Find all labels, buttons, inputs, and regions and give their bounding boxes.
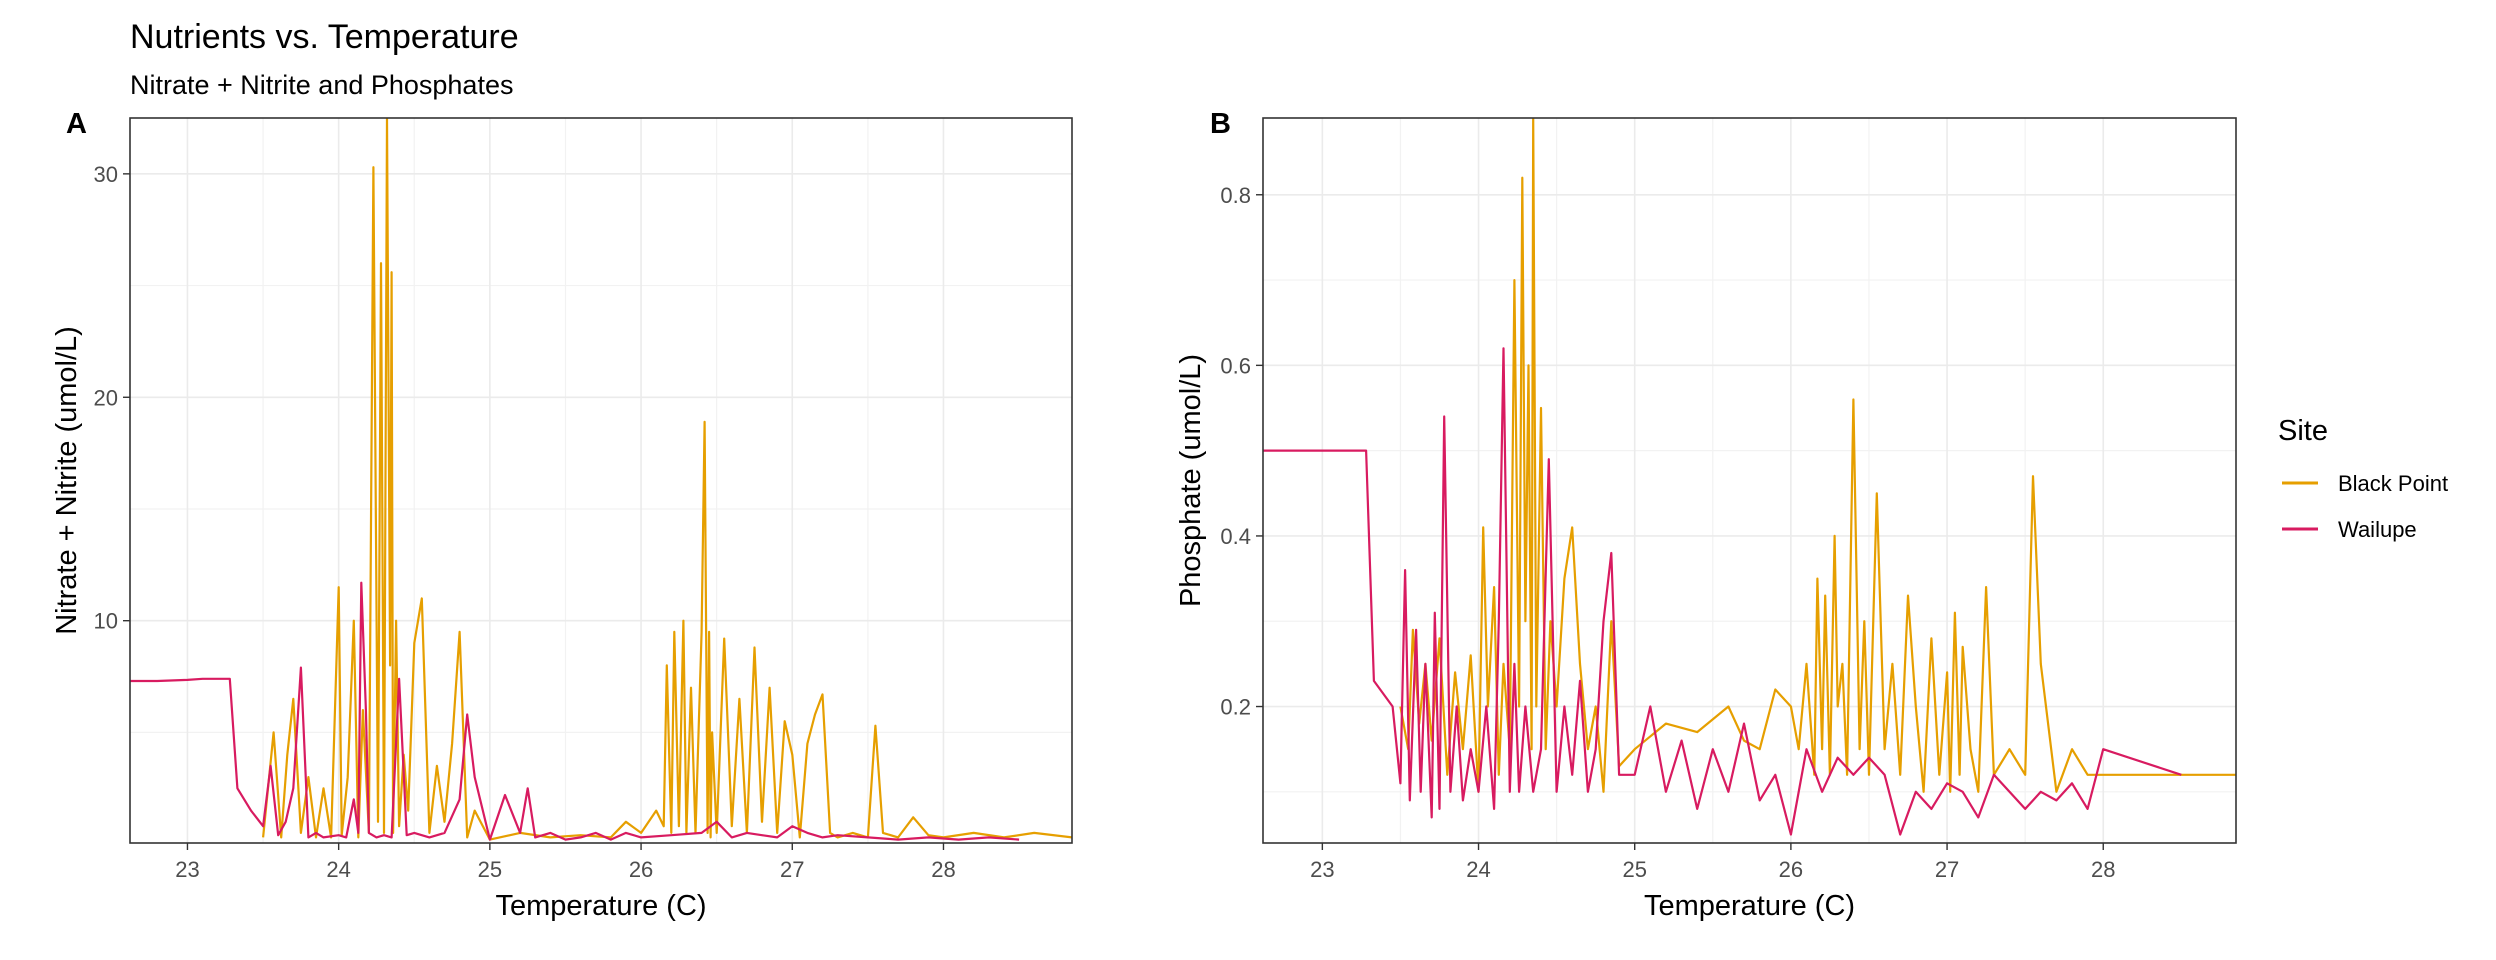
panel-b-series-wailupe <box>1263 347 2182 836</box>
panel-b-x-tick-label: 24 <box>1466 857 1490 882</box>
panel-a-series-wailupe <box>130 581 1020 841</box>
panel-a-x-tick-label: 28 <box>931 857 955 882</box>
panel-b-tag: B <box>1210 108 1231 140</box>
legend-label-black-point: Black Point <box>2338 471 2448 496</box>
panel-b: 23 24 25 26 27 28 0.2 0.4 0.6 0.8 Temperature (C) P… <box>1175 108 2237 922</box>
panel-a-y-tick-label: 30 <box>94 162 118 187</box>
panel-b-x-tick-label: 23 <box>1310 857 1334 882</box>
panel-b-x-tick-label: 28 <box>2091 857 2115 882</box>
panel-b-x-tick-label: 27 <box>1935 857 1959 882</box>
panel-b-y-tick-label: 0.2 <box>1220 695 1251 720</box>
panel-a-x-tick-label: 27 <box>780 857 804 882</box>
panel-b-y-tick-label: 0.6 <box>1220 353 1251 378</box>
legend-title: Site <box>2278 415 2328 447</box>
panel-a-y-tick-label: 10 <box>94 609 118 634</box>
panel-b-y-axis-title: Phosphate (umol/L) <box>1175 354 1207 607</box>
panel-b-y-tick-label: 0.8 <box>1220 183 1251 208</box>
figure-subtitle: Nitrate + Nitrite and Phosphates <box>130 70 514 100</box>
panel-b-border <box>1262 117 2237 844</box>
panel-a-x-axis-title: Temperature (C) <box>495 890 706 922</box>
panel-a: 23 24 25 26 27 28 10 20 30 Temperature (C) Nitrate… <box>51 108 1073 922</box>
panel-a-x-tick-label: 25 <box>478 857 502 882</box>
panel-b-x-tick-label: 25 <box>1622 857 1646 882</box>
figure-title: Nutrients vs. Temperature <box>130 18 519 56</box>
panel-a-y-tick-label: 20 <box>94 385 118 410</box>
legend: Site Black Point Wailupe <box>2278 415 2448 542</box>
panel-a-x-tick-label: 23 <box>175 857 199 882</box>
panel-b-series-black-point <box>1399 118 2236 793</box>
panel-a-border <box>129 117 1073 844</box>
panel-b-x-axis-title: Temperature (C) <box>1644 890 1855 922</box>
panel-a-series-black-point <box>262 118 1072 841</box>
panel-b-x-tick-label: 26 <box>1779 857 1803 882</box>
panel-a-y-axis-title: Nitrate + Nitrite (umol/L) <box>51 326 83 635</box>
panel-b-y-tick-label: 0.4 <box>1220 524 1251 549</box>
panel-a-tag: A <box>66 108 87 140</box>
panel-a-x-tick-label: 26 <box>629 857 653 882</box>
legend-label-wailupe: Wailupe <box>2338 517 2417 542</box>
panel-a-x-tick-label: 24 <box>326 857 350 882</box>
